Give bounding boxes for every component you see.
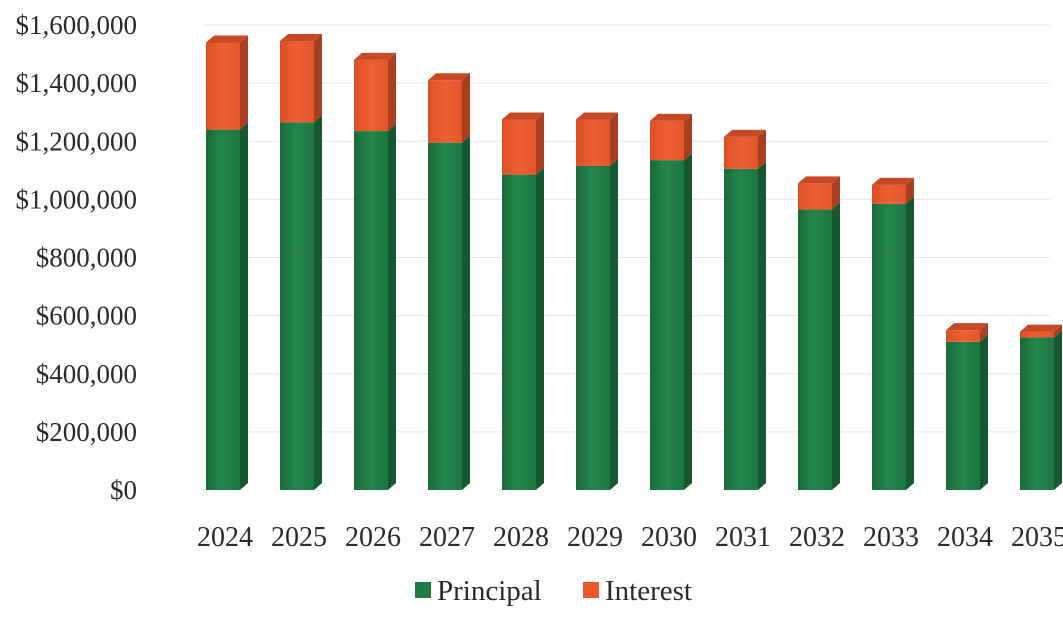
x-tick-label: 2034 (937, 522, 993, 553)
y-tick-label: $0 (110, 475, 137, 505)
bar-principal (650, 160, 684, 490)
x-axis-tick-labels: 2024 2025 2026 2027 2028 2029 2030 2031 2032 2033… (197, 522, 1063, 553)
y-tick-label: $1,400,000 (16, 68, 138, 98)
bar-top-interest (576, 112, 618, 120)
bar-interest (724, 136, 758, 169)
x-tick-label: 2026 (345, 522, 401, 553)
bar-top-interest (354, 52, 396, 60)
bar-principal (872, 203, 906, 490)
legend-label-principal: Principal (437, 575, 542, 607)
bar-principal (502, 174, 536, 490)
bar-top-interest (1020, 324, 1062, 332)
bar-side-principal (832, 202, 840, 490)
bar-interest (206, 42, 240, 130)
y-tick-label: $800,000 (36, 243, 137, 273)
bar-side-interest (832, 176, 840, 210)
bar-side-principal (980, 334, 988, 490)
bar-top-interest (798, 176, 840, 184)
bar-side-interest (314, 33, 322, 123)
bar-interest (280, 40, 314, 123)
bar-side-interest (684, 113, 692, 161)
y-tick-label: $600,000 (36, 301, 137, 331)
bar-side-interest (240, 35, 248, 130)
bar-interest (428, 80, 462, 143)
bar-principal (724, 168, 758, 490)
bar-top-interest (428, 73, 470, 81)
bar-side-principal (684, 153, 692, 490)
y-tick-label: $400,000 (36, 359, 137, 389)
bar-side-interest (980, 323, 988, 342)
bar-interest (946, 330, 980, 342)
bar-principal (206, 129, 240, 490)
x-tick-label: 2025 (271, 522, 327, 553)
bar-principal (798, 209, 832, 490)
x-tick-label: 2030 (641, 522, 697, 553)
x-tick-label: 2027 (419, 522, 475, 553)
bar-principal (576, 165, 610, 490)
bar-side-interest (462, 73, 470, 143)
bar-principal (428, 142, 462, 490)
bar-side-principal (758, 161, 766, 490)
gridlines (205, 24, 1050, 433)
bar-top-interest (280, 33, 322, 41)
bar-side-principal (314, 115, 322, 490)
bar-interest (798, 183, 832, 210)
bar-side-interest (388, 52, 396, 132)
bar-side-interest (906, 177, 914, 204)
bar-side-principal (536, 167, 544, 490)
x-tick-label: 2024 (197, 522, 253, 553)
bar-interest (872, 184, 906, 204)
y-tick-label: $1,600,000 (16, 10, 138, 40)
x-tick-label: 2029 (567, 522, 623, 553)
y-tick-label: $1,000,000 (16, 184, 138, 214)
legend-swatch-principal (415, 582, 431, 598)
bar-interest (354, 59, 388, 132)
legend-label-interest: Interest (605, 575, 692, 607)
bar-top-interest (206, 35, 248, 43)
bar-side-principal (906, 196, 914, 490)
bar-side-principal (610, 158, 618, 490)
y-axis-tick-labels: $0 $200,000 $400,000 $600,000 $800,000 $1,000… (16, 10, 138, 505)
legend-swatch-interest (583, 582, 599, 598)
bar-side-principal (1054, 330, 1062, 490)
bar-top-interest (872, 177, 914, 185)
bar-top-interest (502, 112, 544, 120)
x-tick-label: 2035 (1011, 522, 1063, 553)
bar-side-interest (536, 112, 544, 175)
bar-interest (576, 119, 610, 166)
bar-side-principal (462, 135, 470, 490)
bar-side-interest (610, 112, 618, 166)
x-tick-label: 2032 (789, 522, 845, 553)
bar-side-interest (758, 129, 766, 169)
legend: Principal Interest (415, 575, 692, 607)
x-tick-label: 2031 (715, 522, 771, 553)
bar-interest (502, 119, 536, 175)
bar-top-interest (650, 113, 692, 121)
x-tick-label: 2033 (863, 522, 919, 553)
bar-principal (946, 341, 980, 490)
bar-interest (1020, 331, 1054, 338)
y-tick-label: $1,200,000 (16, 126, 138, 156)
bar-side-principal (240, 122, 248, 490)
x-tick-label: 2028 (493, 522, 549, 553)
bar-principal (354, 131, 388, 490)
bar-top-interest (724, 129, 766, 137)
bar-interest (650, 120, 684, 161)
bar-side-interest (1054, 324, 1062, 338)
bar-principal (280, 122, 314, 490)
bar-side-principal (388, 124, 396, 490)
bar-top-interest (946, 323, 988, 331)
bar-principal (1020, 337, 1054, 490)
y-tick-label: $200,000 (36, 417, 137, 447)
bars (206, 33, 1062, 490)
